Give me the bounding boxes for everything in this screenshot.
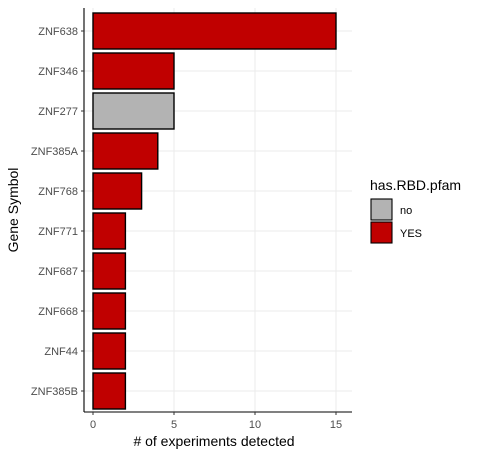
y-tick-label: ZNF277 <box>38 106 78 118</box>
y-tick-label: ZNF346 <box>38 66 78 78</box>
y-tick-label: ZNF687 <box>38 266 78 278</box>
legend-label-yes: YES <box>400 228 422 240</box>
bar-znf44 <box>92 332 127 370</box>
bar-znf768 <box>92 172 143 210</box>
legend-label-no: no <box>400 205 412 217</box>
bar-znf277 <box>92 92 175 130</box>
y-tick-label: ZNF638 <box>38 26 78 38</box>
y-tick-label: ZNF771 <box>38 226 78 238</box>
bar-znf771 <box>92 212 127 250</box>
bar-znf668 <box>92 292 127 330</box>
x-tick-label: 15 <box>330 419 342 431</box>
bar-znf385b <box>92 372 127 410</box>
bar-znf346 <box>92 52 175 90</box>
legend-key-yes <box>370 221 393 244</box>
axes <box>83 8 352 413</box>
bar-znf638 <box>92 12 337 50</box>
x-axis-title: # of experiments detected <box>133 433 294 449</box>
legend: has.RBD.pfam no YES <box>370 177 461 244</box>
y-ticks: ZNF638 ZNF346 ZNF277 ZNF385A ZNF768 ZNF771 ZNF… <box>31 26 84 398</box>
bars <box>92 12 337 410</box>
y-tick-label: ZNF768 <box>38 186 78 198</box>
y-tick-label: ZNF668 <box>38 306 78 318</box>
y-axis-title: Gene Symbol <box>5 168 21 253</box>
bar-znf687 <box>92 252 127 290</box>
legend-title: has.RBD.pfam <box>370 177 461 193</box>
y-tick-label: ZNF385A <box>31 146 79 158</box>
y-tick-label: ZNF385B <box>31 386 78 398</box>
x-tick-label: 5 <box>171 419 177 431</box>
bar-znf385a <box>92 132 159 170</box>
x-tick-label: 10 <box>249 419 261 431</box>
x-ticks: 0 5 10 15 <box>90 412 342 431</box>
x-tick-label: 0 <box>90 419 96 431</box>
y-tick-label: ZNF44 <box>44 346 78 358</box>
legend-key-no <box>370 198 393 221</box>
